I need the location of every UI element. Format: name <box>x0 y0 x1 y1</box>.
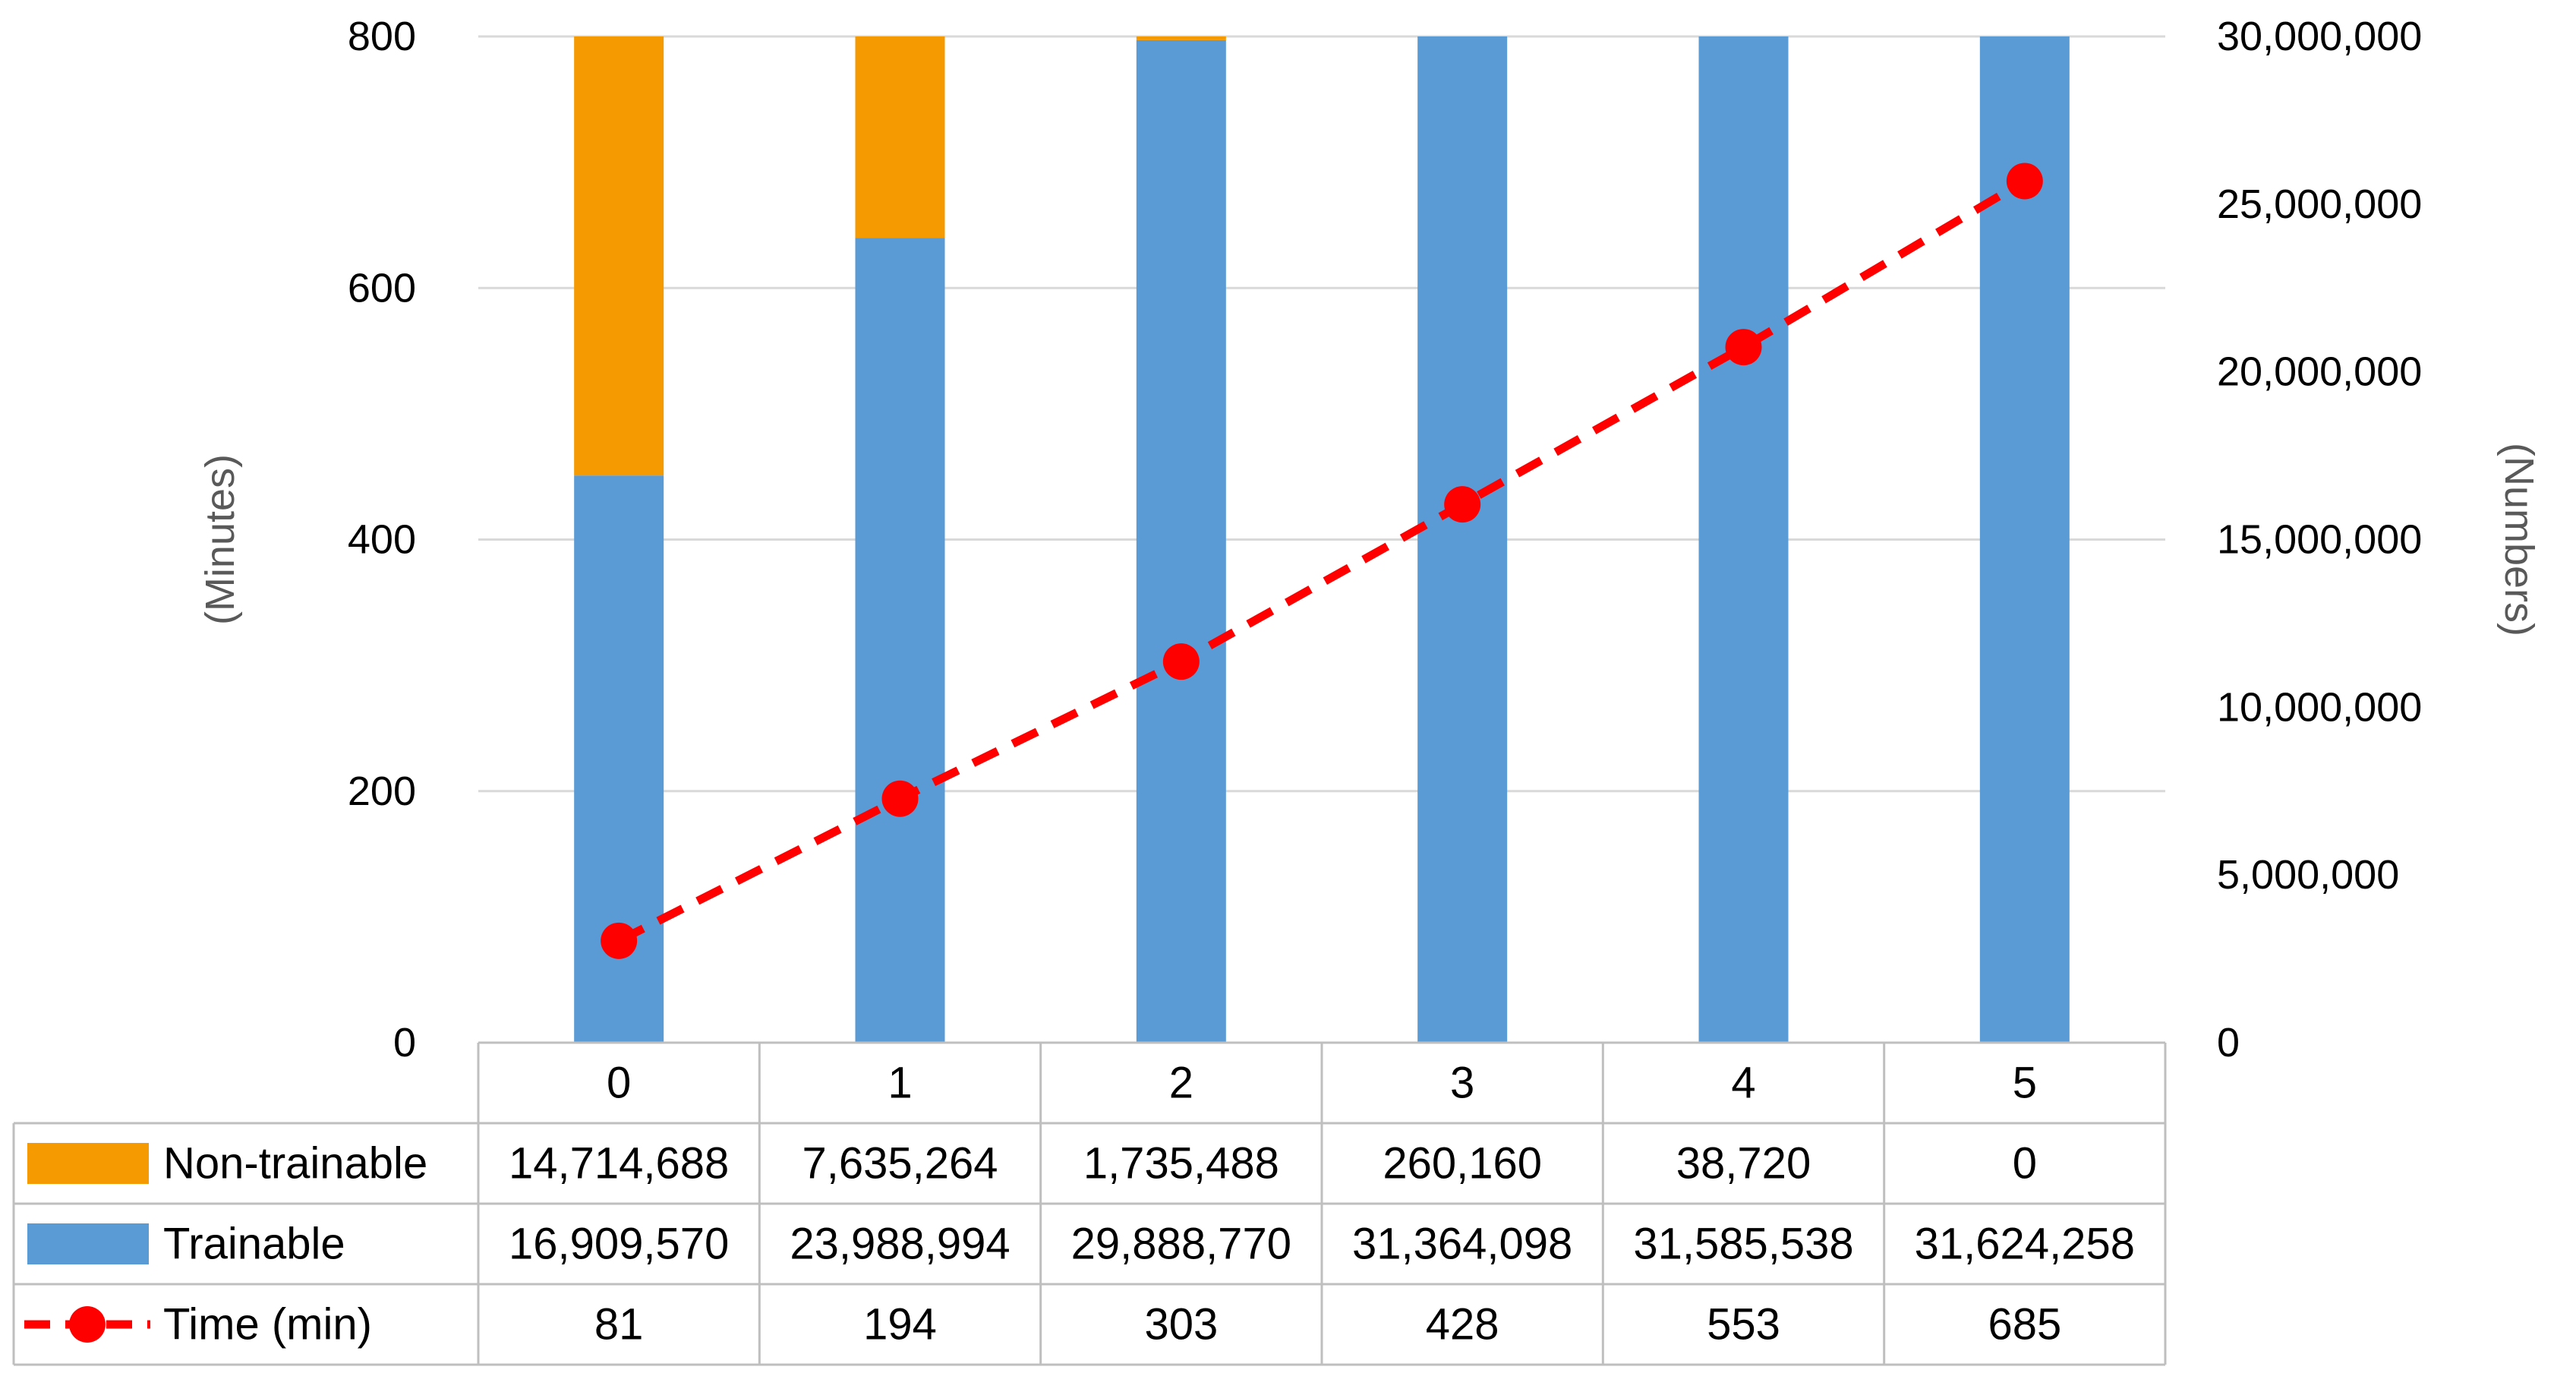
bar-non-trainable <box>855 36 945 238</box>
data-table: 0 1 2 3 4 5 Non-trainable 14,714,688 7,635,264 1,… <box>12 1041 2167 1366</box>
left-axis: 0 200 400 600 800 (Minutes) <box>197 14 416 1065</box>
table-cell: 553 <box>1707 1300 1780 1349</box>
legend-key-trainable <box>27 1223 149 1264</box>
table-cell: 16,909,570 <box>509 1220 729 1269</box>
bars <box>574 36 2070 1043</box>
category-label: 2 <box>1169 1059 1193 1108</box>
right-tick-label: 20,000,000 <box>2217 349 2422 395</box>
time-marker <box>1162 643 1200 680</box>
right-tick-label: 5,000,000 <box>2217 852 2399 898</box>
time-marker <box>601 922 638 959</box>
table-cell: 7,635,264 <box>802 1139 998 1188</box>
time-line-path <box>616 177 2027 945</box>
right-tick-label: 0 <box>2217 1020 2240 1065</box>
legend-label: Non-trainable <box>163 1139 427 1188</box>
time-marker <box>1725 329 1762 366</box>
table-cell: 1,735,488 <box>1083 1139 1279 1188</box>
table-cell: 81 <box>594 1300 644 1349</box>
bar-trainable <box>855 238 945 1043</box>
legend-key-marker <box>69 1306 106 1343</box>
legend-label: Trainable <box>163 1220 345 1269</box>
left-tick-label: 400 <box>348 517 416 563</box>
table-cell: 31,364,098 <box>1352 1220 1572 1269</box>
right-axis-title: (Numbers) <box>2496 443 2542 636</box>
right-tick-label: 30,000,000 <box>2217 14 2422 59</box>
bar-trainable <box>1698 36 1789 1043</box>
right-tick-label: 10,000,000 <box>2217 684 2422 730</box>
legend-label: Time (min) <box>163 1300 372 1349</box>
bar-trainable <box>1136 39 1226 1043</box>
left-tick-label: 200 <box>348 769 416 814</box>
category-label: 0 <box>607 1059 631 1108</box>
bar-non-trainable <box>574 36 664 476</box>
left-tick-label: 800 <box>348 14 416 59</box>
left-tick-label: 600 <box>348 265 416 311</box>
table-cell: 260,160 <box>1383 1139 1542 1188</box>
table-cell: 14,714,688 <box>509 1139 729 1188</box>
category-label: 4 <box>1731 1059 1755 1108</box>
table-cell: 29,888,770 <box>1071 1220 1291 1269</box>
time-marker <box>881 780 919 817</box>
left-tick-label: 0 <box>393 1020 416 1065</box>
table-cell: 303 <box>1144 1300 1218 1349</box>
time-marker <box>2006 163 2043 200</box>
time-marker <box>1444 486 1481 523</box>
gridlines <box>478 35 2165 1044</box>
legend-key-non-trainable <box>27 1143 149 1184</box>
left-axis-title: (Minutes) <box>197 454 243 625</box>
category-label: 3 <box>1450 1059 1474 1108</box>
bar-trainable <box>1979 36 2070 1043</box>
table-cell: 0 <box>2013 1139 2037 1188</box>
right-axis: 0 5,000,000 10,000,000 15,000,000 20,000,000… <box>2217 14 2542 1065</box>
bar-non-trainable <box>1136 36 1226 40</box>
table-cell: 31,585,538 <box>1633 1220 1853 1269</box>
category-label: 5 <box>2013 1059 2037 1108</box>
right-tick-label: 25,000,000 <box>2217 181 2422 227</box>
table-cell: 685 <box>1988 1300 2061 1349</box>
table-cell: 31,624,258 <box>1915 1220 2135 1269</box>
right-tick-label: 15,000,000 <box>2217 517 2422 563</box>
table-cell: 38,720 <box>1676 1139 1811 1188</box>
table-cell: 23,988,994 <box>790 1220 1010 1269</box>
time-line <box>601 163 2043 959</box>
category-label: 1 <box>888 1059 912 1108</box>
bar-trainable <box>1417 36 1508 1043</box>
table-cell: 428 <box>1426 1300 1499 1349</box>
table-cell: 194 <box>863 1300 937 1349</box>
